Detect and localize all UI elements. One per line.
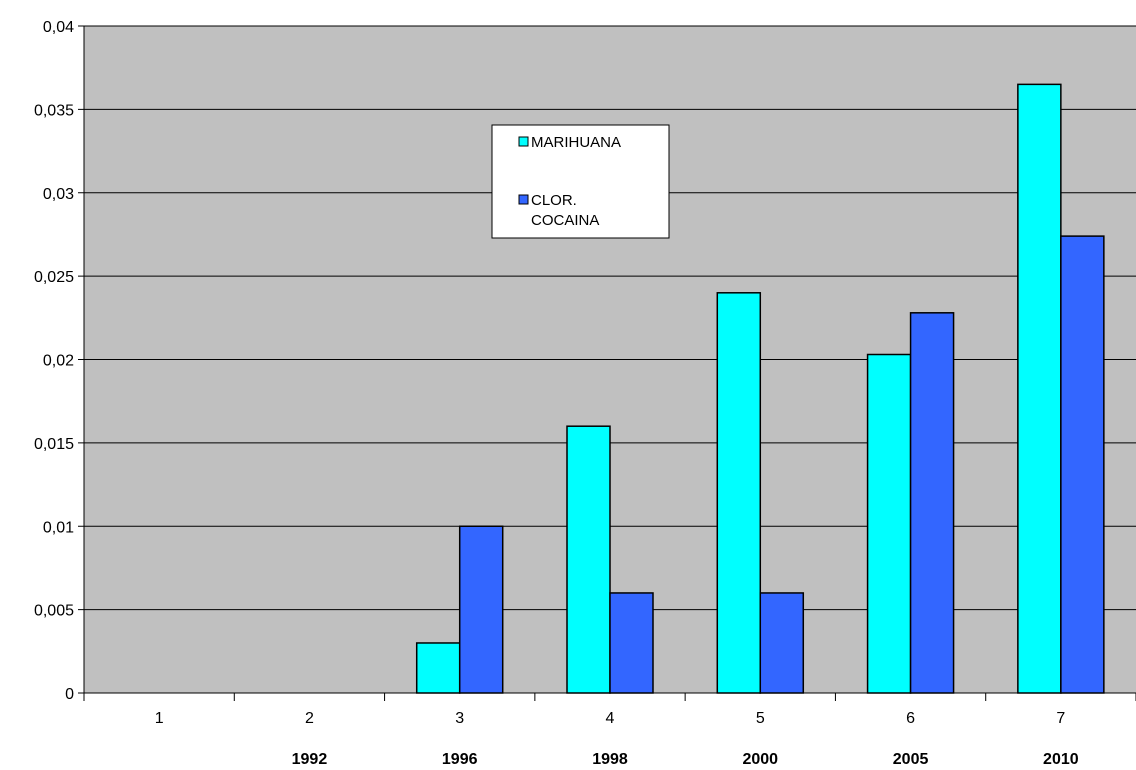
x-axis-ticks: 1 2 1992 3 1996 4 1998 5 2000 6 2005 7 2010 <box>83 693 1136 768</box>
x-year-label: 2000 <box>742 751 778 768</box>
bar-marihuana <box>716 292 762 694</box>
y-tick-label: 0,035 <box>34 102 74 119</box>
x-year-label: 2005 <box>893 751 929 768</box>
x-tick-label: 2 <box>305 710 314 727</box>
bar-marihuana <box>566 425 611 694</box>
y-tick-label: 0,025 <box>34 269 74 286</box>
legend-swatch <box>518 194 529 205</box>
bar-clor-cocaina <box>609 592 654 694</box>
y-tick-label: 0 <box>65 686 74 703</box>
x-tick-label: 1 <box>155 710 164 727</box>
y-tick-label: 0,04 <box>43 19 74 36</box>
legend-label: MARIHUANA <box>531 134 621 151</box>
y-tick-label: 0,02 <box>43 353 74 370</box>
bar-clor-cocaina <box>909 312 955 694</box>
y-tick-label: 0,03 <box>43 186 74 203</box>
y-axis-ticks: 0 0,005 0,01 0,015 0,02 0,025 0,03 0,035 0,04 <box>34 19 84 703</box>
bars <box>415 83 1105 694</box>
y-tick-label: 0,01 <box>43 519 74 536</box>
legend-label: CLOR. <box>531 192 577 209</box>
legend-label: COCAINA <box>531 212 599 229</box>
y-tick-label: 0,005 <box>34 603 74 620</box>
legend-swatch <box>518 136 529 147</box>
bar-clor-cocaina <box>1060 235 1105 694</box>
bar-clor-cocaina <box>458 525 504 694</box>
x-tick-label: 7 <box>1056 710 1065 727</box>
y-tick-label: 0,015 <box>34 436 74 453</box>
x-tick-label: 6 <box>906 710 915 727</box>
x-year-label: 1996 <box>442 751 478 768</box>
bar-marihuana <box>415 642 461 694</box>
bar-clor-cocaina <box>759 592 805 694</box>
x-tick-label: 5 <box>756 710 765 727</box>
bar-marihuana <box>866 353 912 694</box>
legend: MARIHUANA CLOR. COCAINA <box>491 124 670 239</box>
x-year-label: 1992 <box>292 751 328 768</box>
bar-marihuana <box>1017 83 1062 694</box>
x-tick-label: 3 <box>455 710 464 727</box>
x-year-label: 2010 <box>1043 751 1079 768</box>
x-tick-label: 4 <box>606 710 615 727</box>
x-year-label: 1998 <box>592 751 628 768</box>
